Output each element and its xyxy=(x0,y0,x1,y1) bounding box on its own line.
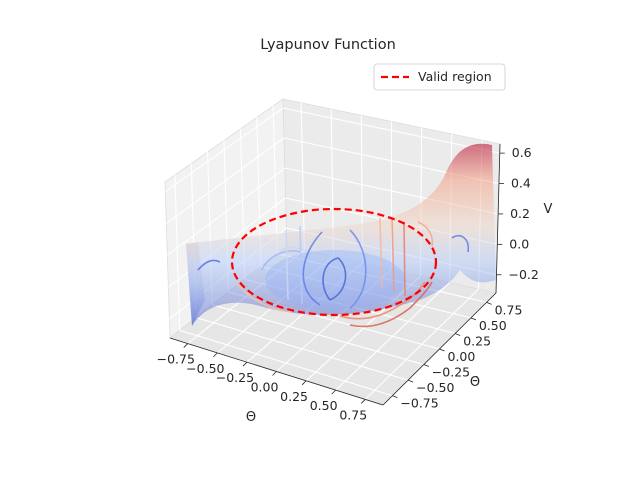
x-tick-mark xyxy=(213,352,218,358)
y-tick-mark xyxy=(439,348,445,352)
y-ticks: −0.75−0.50−0.250.000.250.500.75 xyxy=(392,301,523,411)
contour-line xyxy=(322,257,347,301)
y-grid-line xyxy=(272,105,278,254)
y-tick-label: 0.25 xyxy=(463,333,491,348)
z-grid-line xyxy=(283,107,500,154)
x-tick-label: 0.00 xyxy=(251,380,279,395)
contour-line xyxy=(349,281,433,328)
x-tick-label: 0.25 xyxy=(280,389,308,404)
y-grid-line xyxy=(179,329,393,397)
y-tick-label: 0.50 xyxy=(479,318,507,333)
y-tick-mark xyxy=(407,379,414,383)
x-axis-label: Θ xyxy=(246,410,256,425)
z-tick-label: −0.2 xyxy=(508,267,538,282)
y-tick-label: 0.00 xyxy=(448,349,476,364)
y-grid-line xyxy=(174,175,181,331)
x-tick-mark xyxy=(183,343,189,348)
contour-line xyxy=(391,217,395,293)
surface xyxy=(186,143,496,326)
contour-line xyxy=(403,221,406,297)
x-tick-mark xyxy=(272,371,277,376)
z-grid-line xyxy=(167,167,286,256)
y-axis-label: Θ̇ xyxy=(470,375,480,390)
legend-label: Valid region xyxy=(418,69,492,84)
x-ticks: −0.75−0.50−0.250.000.250.500.75 xyxy=(157,343,367,422)
contour-line xyxy=(349,229,367,309)
y-tick-label: −0.75 xyxy=(400,396,438,411)
x-tick-mark xyxy=(242,361,248,367)
x-tick-mark xyxy=(301,380,307,386)
chart-title: Lyapunov Function xyxy=(260,37,396,53)
y-grid-line xyxy=(195,317,409,381)
z-grid-line xyxy=(164,107,284,192)
contour-line xyxy=(417,221,434,247)
z-tick-label: 0.2 xyxy=(510,206,530,221)
x-tick-label: 0.50 xyxy=(310,398,338,413)
y-grid-line xyxy=(212,304,424,366)
x-tick-label: −0.75 xyxy=(157,352,195,367)
contour-line xyxy=(379,217,383,289)
z-tick-label: 0.4 xyxy=(511,176,531,191)
contour-line xyxy=(302,231,323,306)
y-tick-mark xyxy=(423,364,429,367)
y-tick-mark xyxy=(470,317,477,321)
y-tick-mark xyxy=(486,301,492,305)
x-grid-line xyxy=(300,102,305,250)
x-tick-label: −0.50 xyxy=(186,361,224,376)
contour-line xyxy=(285,229,289,301)
contour-line xyxy=(451,234,470,253)
legend: Valid region xyxy=(373,63,506,91)
surface-well xyxy=(265,250,405,310)
x-tick-mark xyxy=(360,399,366,404)
x-tick-label: 0.75 xyxy=(339,407,367,422)
z-tick-label: 0.0 xyxy=(509,236,529,251)
z-axis-line xyxy=(495,143,501,294)
surface-sheet xyxy=(186,143,496,326)
z-axis-label: V xyxy=(544,202,553,217)
y-tick-mark xyxy=(455,333,461,336)
y-tick-label: 0.75 xyxy=(495,302,523,317)
contour-line xyxy=(197,259,221,271)
y-tick-mark xyxy=(392,395,398,399)
valid-region-ellipse xyxy=(230,207,438,317)
z-grid-line xyxy=(166,137,285,224)
y-tick-label: −0.50 xyxy=(416,380,454,395)
z-ticks: −0.2 0.0 0.2 0.4 0.6 xyxy=(496,145,539,282)
legend-box xyxy=(373,63,506,91)
y-tick-label: −0.25 xyxy=(432,365,470,380)
contour-line xyxy=(235,281,293,313)
contour-line xyxy=(261,250,301,271)
x-tick-mark xyxy=(331,389,336,395)
contour-line xyxy=(299,225,303,305)
x-tick-label: −0.25 xyxy=(216,370,254,385)
z-tick-label: 0.6 xyxy=(512,145,532,160)
